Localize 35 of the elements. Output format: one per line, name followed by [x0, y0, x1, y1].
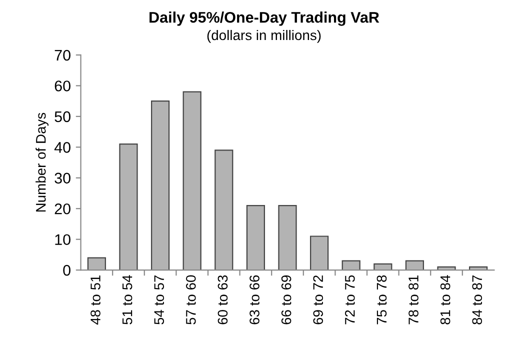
x-tick-label: 57 to 60	[186, 275, 196, 324]
y-tick-label: 60	[54, 80, 70, 92]
y-tick-label: 20	[54, 203, 70, 214]
bar	[310, 236, 329, 270]
bar	[119, 144, 138, 270]
x-tick-label: 63 to 66	[250, 275, 260, 324]
bar	[150, 100, 170, 270]
bar	[278, 204, 297, 270]
bar	[374, 263, 392, 270]
x-tick-label: 66 to 69	[281, 275, 292, 324]
y-tick-label: 40	[54, 142, 70, 153]
bar	[405, 260, 424, 270]
x-tick-label: 48 to 51	[90, 275, 100, 325]
chart-subtitle: (dollars in millions)	[207, 30, 321, 43]
x-tick-label: 84 to 87	[472, 275, 482, 324]
y-tick-label: 30	[54, 172, 70, 184]
x-tick-label: 81 to 84	[440, 275, 450, 324]
x-tick-label: 60 to 63	[218, 275, 228, 324]
bar	[246, 204, 265, 270]
x-tick-label: 51 to 54	[122, 275, 132, 324]
y-tick-label: 0	[63, 264, 70, 276]
x-tick-label: 69 to 72	[313, 275, 324, 324]
y-tick-label: 50	[54, 111, 70, 122]
bar	[87, 257, 106, 270]
y-tick-label: 70	[54, 50, 70, 61]
bar	[342, 260, 360, 270]
x-tick-label: 78 to 81	[408, 275, 418, 324]
x-tick-label: 54 to 57	[154, 275, 164, 324]
bar	[182, 91, 202, 270]
y-axis-title: Number of Days	[36, 112, 49, 212]
y-tick-label: 10	[55, 234, 70, 246]
chart-title: Daily 95%/One-Day Trading VaR	[150, 12, 380, 26]
x-tick-label: 72 to 75	[344, 275, 355, 324]
x-tick-label: 75 to 78	[376, 275, 387, 324]
bar	[214, 150, 234, 270]
